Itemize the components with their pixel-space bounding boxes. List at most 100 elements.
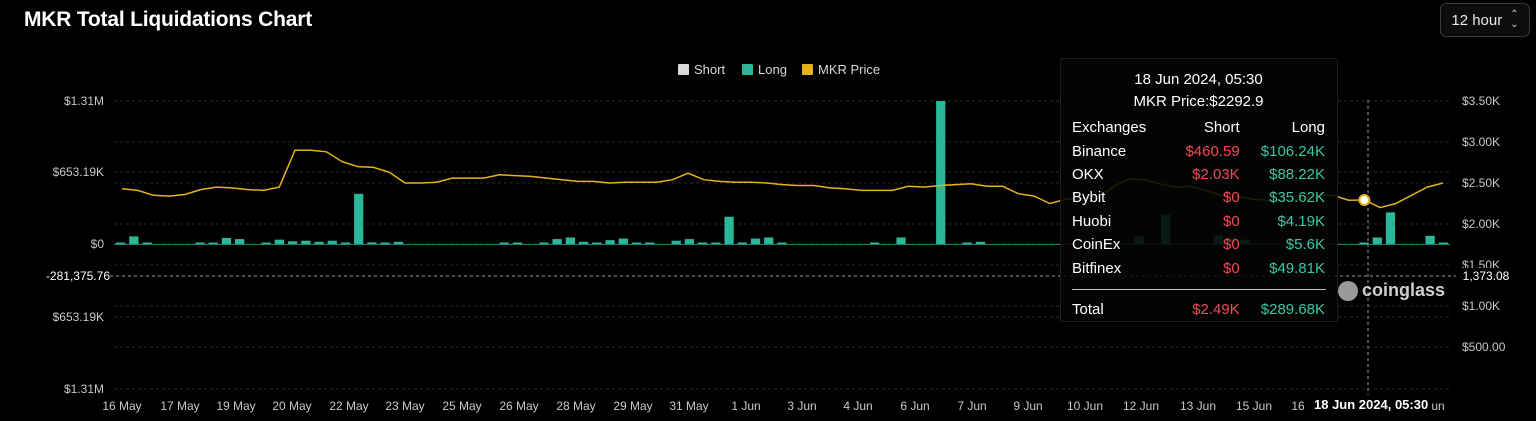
- tooltip-header-long: Long: [1291, 119, 1325, 137]
- right-tick-label-2: $2.50K: [1462, 176, 1500, 190]
- left-axis: $1.31M $653.19K $0 $653.19K $1.31M: [53, 94, 105, 396]
- x-tick-label-8: 28 May: [556, 399, 595, 413]
- long-bar[interactable]: [711, 242, 721, 245]
- page-title: MKR Total Liquidations Chart: [24, 8, 312, 31]
- long-bar[interactable]: [645, 242, 655, 245]
- long-bar[interactable]: [208, 242, 218, 245]
- legend-label-1: Long: [758, 62, 787, 77]
- tooltip-separator: [1072, 288, 1326, 290]
- long-bar[interactable]: [936, 101, 946, 244]
- tooltip-short-value: $0: [1222, 212, 1240, 230]
- interval-select[interactable]: 12 hour ⌃ ⌄: [1440, 3, 1530, 37]
- x-tick-label-23: un: [1431, 399, 1444, 413]
- long-bar[interactable]: [539, 242, 549, 245]
- long-bar[interactable]: [1359, 242, 1369, 245]
- long-bar[interactable]: [354, 193, 364, 244]
- long-bar[interactable]: [777, 242, 787, 245]
- chart-tooltip: 18 Jun 2024, 05:30 MKR Price:$2292.9 Exc…: [1060, 58, 1338, 322]
- long-bar[interactable]: [975, 241, 986, 244]
- long-bar[interactable]: [896, 237, 906, 244]
- long-bar[interactable]: [142, 242, 152, 245]
- long-bar[interactable]: [592, 242, 602, 245]
- long-bar[interactable]: [618, 238, 628, 244]
- x-tick-label-3: 20 May: [272, 399, 311, 413]
- crosshair-x-label: 18 Jun 2024, 05:30: [1312, 397, 1431, 412]
- x-tick-label-11: 1 Jun: [731, 399, 760, 413]
- long-bar[interactable]: [1425, 235, 1435, 244]
- long-bar[interactable]: [512, 242, 523, 245]
- tooltip-long-value: $5.6K: [1285, 236, 1325, 254]
- tooltip-row-bitfinex: Bitfinex $0 $49.81K: [1072, 256, 1325, 279]
- long-bar[interactable]: [1385, 212, 1396, 244]
- long-bar[interactable]: [274, 239, 284, 244]
- long-bar[interactable]: [221, 237, 232, 244]
- long-bar[interactable]: [380, 242, 390, 245]
- right-tick-label-1: $3.00K: [1462, 135, 1500, 149]
- long-bar[interactable]: [499, 242, 509, 245]
- right-tick-label-6: $500.00: [1462, 340, 1506, 354]
- long-bar[interactable]: [1372, 237, 1382, 244]
- long-bar[interactable]: [195, 242, 205, 245]
- x-tick-label-2: 19 May: [216, 399, 255, 413]
- x-tick-label-19: 13 Jun: [1180, 399, 1216, 413]
- long-bar[interactable]: [314, 241, 324, 244]
- tooltip-header-row: Exchanges Short Long: [1072, 116, 1325, 139]
- long-bar[interactable]: [235, 239, 245, 244]
- tooltip-short-value: $0: [1222, 189, 1240, 207]
- tooltip-price: MKR Price:$2292.9: [1133, 93, 1264, 110]
- tooltip-long-value: $35.62K: [1269, 189, 1325, 207]
- tooltip-long-value: $4.19K: [1277, 212, 1325, 230]
- long-bar[interactable]: [287, 241, 298, 244]
- long-bar[interactable]: [764, 237, 774, 244]
- tooltip-long-value: $49.81K: [1269, 259, 1325, 277]
- crosshair-right-value: 1,373.08: [1456, 268, 1516, 285]
- tooltip-date: 18 Jun 2024, 05:30: [1134, 71, 1263, 88]
- tooltip-rows: Binance $460.59 $106.24K OKX $2.03K $88.22K By…: [1072, 139, 1325, 279]
- legend-label-2: MKR Price: [818, 62, 880, 77]
- tooltip-total-short: $2.49K: [1192, 300, 1240, 318]
- x-tick-label-5: 23 May: [385, 399, 424, 413]
- long-bar[interactable]: [698, 242, 708, 245]
- long-bar[interactable]: [631, 242, 642, 245]
- long-bar[interactable]: [129, 236, 139, 244]
- chevron-up-down-icon: ⌃ ⌄: [1510, 9, 1519, 30]
- long-bar[interactable]: [605, 240, 615, 244]
- tooltip-row-binance: Binance $460.59 $106.24K: [1072, 139, 1325, 162]
- long-bar[interactable]: [1438, 242, 1449, 245]
- tooltip-short-value: $0: [1222, 259, 1240, 277]
- x-tick-label-16: 9 Jun: [1013, 399, 1042, 413]
- tooltip-short-value: $0: [1222, 236, 1240, 254]
- crosshair-left-value: -281,375.76: [0, 268, 110, 285]
- long-bar[interactable]: [724, 216, 734, 244]
- long-bar[interactable]: [737, 242, 747, 245]
- tooltip-header-exchanges: Exchanges: [1072, 119, 1147, 137]
- long-bar[interactable]: [367, 242, 377, 244]
- long-bar[interactable]: [578, 241, 589, 244]
- long-bar[interactable]: [671, 240, 681, 244]
- left-tick-label-2: $0: [91, 237, 105, 251]
- right-axis: $3.50K$3.00K$2.50K$2.00K$1.50K$1.00K$500…: [1462, 94, 1506, 354]
- tooltip-row-huobi: Huobi $0 $4.19K: [1072, 210, 1325, 233]
- long-bar[interactable]: [393, 241, 404, 244]
- long-bar[interactable]: [565, 237, 575, 244]
- left-tick-label-1: $653.19K: [53, 165, 104, 179]
- right-tick-label-0: $3.50K: [1462, 94, 1500, 108]
- x-tick-label-15: 7 Jun: [957, 399, 986, 413]
- long-bar[interactable]: [869, 242, 880, 245]
- long-bar[interactable]: [327, 240, 337, 244]
- legend-label-0: Short: [694, 62, 725, 77]
- long-bar[interactable]: [962, 242, 972, 245]
- long-bar[interactable]: [684, 239, 695, 244]
- long-bar[interactable]: [261, 242, 271, 245]
- long-bar[interactable]: [552, 239, 562, 244]
- long-bar[interactable]: [340, 242, 351, 245]
- long-bar[interactable]: [115, 242, 126, 245]
- left-tick-label-3: $653.19K: [53, 310, 104, 324]
- x-tick-label-1: 17 May: [160, 399, 199, 413]
- long-bar[interactable]: [750, 238, 761, 244]
- right-tick-label-5: $1.00K: [1462, 299, 1500, 313]
- long-bar[interactable]: [301, 240, 311, 244]
- x-tick-label-9: 29 May: [613, 399, 652, 413]
- tooltip-row-okx: OKX $2.03K $88.22K: [1072, 163, 1325, 186]
